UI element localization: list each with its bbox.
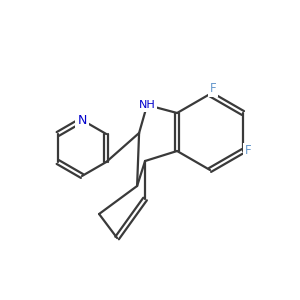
Text: NH: NH bbox=[139, 100, 155, 110]
Text: F: F bbox=[244, 145, 251, 158]
Text: N: N bbox=[77, 113, 87, 127]
Text: F: F bbox=[210, 82, 216, 95]
